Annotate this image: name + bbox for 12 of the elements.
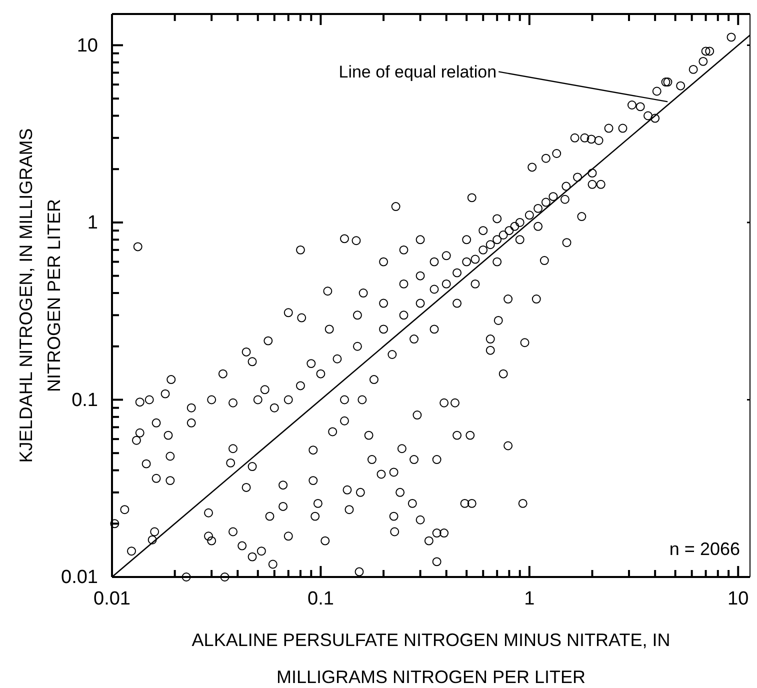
- x-axis-title: ALKALINE PERSULFATE NITROGEN MINUS NITRATE, IN MILLIGRAMS NITROGEN PER LITER: [192, 630, 670, 687]
- y-tick-label: 0.1: [72, 390, 98, 411]
- y-tick-label: 0.01: [61, 567, 98, 588]
- y-tick-label: 10: [76, 35, 98, 56]
- annotation: n = 2066: [669, 539, 740, 559]
- x-tick-label: 0.1: [307, 588, 334, 610]
- annotation: Line of equal relation: [338, 62, 497, 82]
- x-tick-label: 0.01: [94, 588, 130, 610]
- y-tick-label: 1: [87, 212, 98, 234]
- y-axis-title: KJELDAHL NITROGEN, IN MILLIGRAMS NITROGEN PER LITER: [16, 128, 64, 463]
- x-tick-label: 1: [524, 588, 535, 610]
- x-tick-label: 10: [728, 588, 749, 610]
